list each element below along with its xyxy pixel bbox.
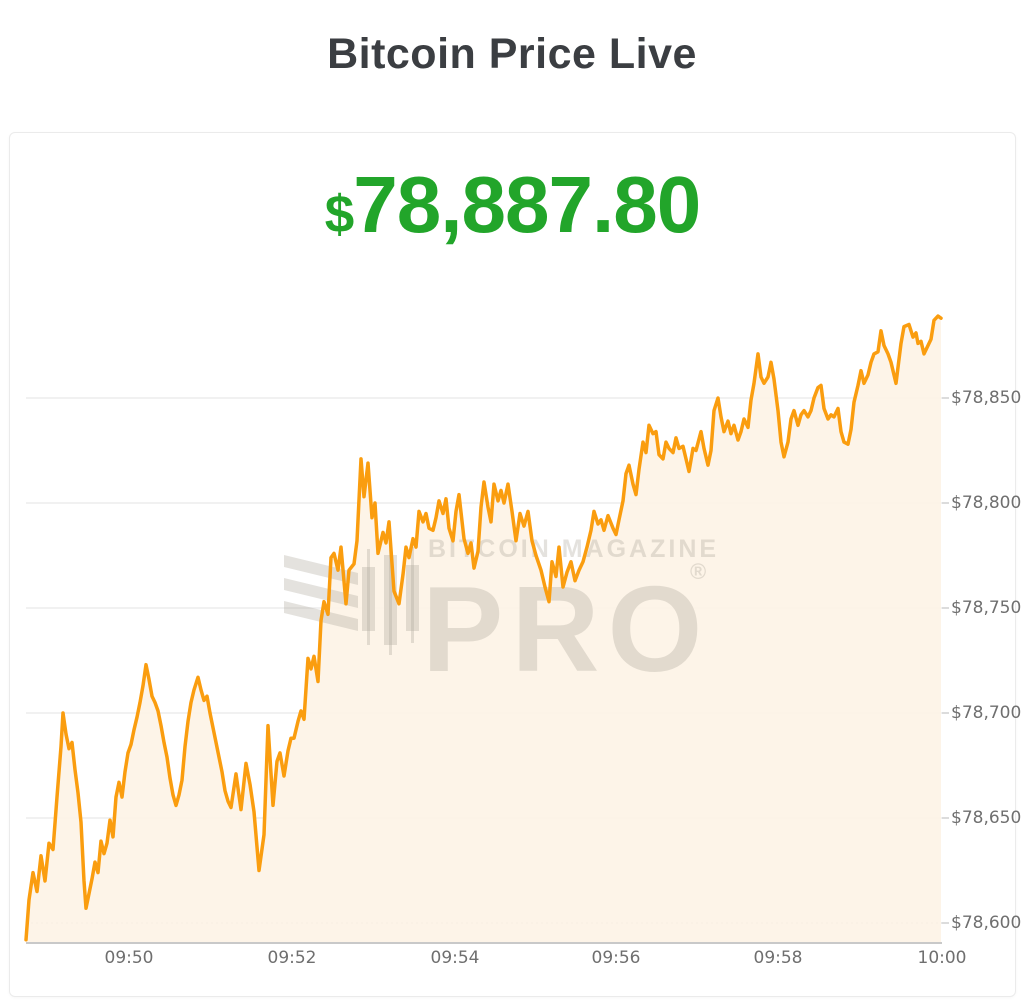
price-line <box>24 314 943 942</box>
watermark-stripe-icon <box>284 555 358 585</box>
price-chart-card: $78,887.80 BITCOIN MAGAZINE PRO ® $78,600 $… <box>9 132 1021 997</box>
y-axis-label: $78,600 <box>951 913 1022 933</box>
y-axis-label: $78,750 <box>951 598 1022 618</box>
price-area <box>26 316 941 944</box>
candle-body-icon <box>406 565 419 631</box>
x-axis-label: 09:50 <box>104 948 154 968</box>
x-axis-label: 09:56 <box>591 948 641 968</box>
y-axis-label: $78,800 <box>951 493 1022 513</box>
x-axis-label: 09:58 <box>753 948 803 968</box>
candle-wick-icon <box>411 547 414 643</box>
price-value: 78,887.80 <box>353 160 701 249</box>
live-price: $78,887.80 <box>10 165 1015 245</box>
currency-symbol: $ <box>324 185 355 244</box>
watermark-stripe-icon <box>284 578 358 608</box>
y-axis-label: $78,850 <box>951 388 1022 408</box>
candle-body-icon <box>362 567 375 631</box>
x-axis-label: 09:52 <box>267 948 317 968</box>
x-axis-label: 10:00 <box>917 948 967 968</box>
y-axis-label: $78,650 <box>951 808 1022 828</box>
candle-body-icon <box>384 555 397 645</box>
page-title: Bitcoin Price Live <box>327 30 697 78</box>
bitcoin-price-chart: BITCOIN MAGAZINE PRO ® <box>24 301 949 944</box>
x-axis-label: 09:54 <box>430 948 480 968</box>
registered-mark-icon: ® <box>690 559 706 584</box>
y-axis-label: $78,700 <box>951 703 1022 723</box>
candle-wick-icon <box>389 539 392 655</box>
candle-wick-icon <box>367 549 370 645</box>
